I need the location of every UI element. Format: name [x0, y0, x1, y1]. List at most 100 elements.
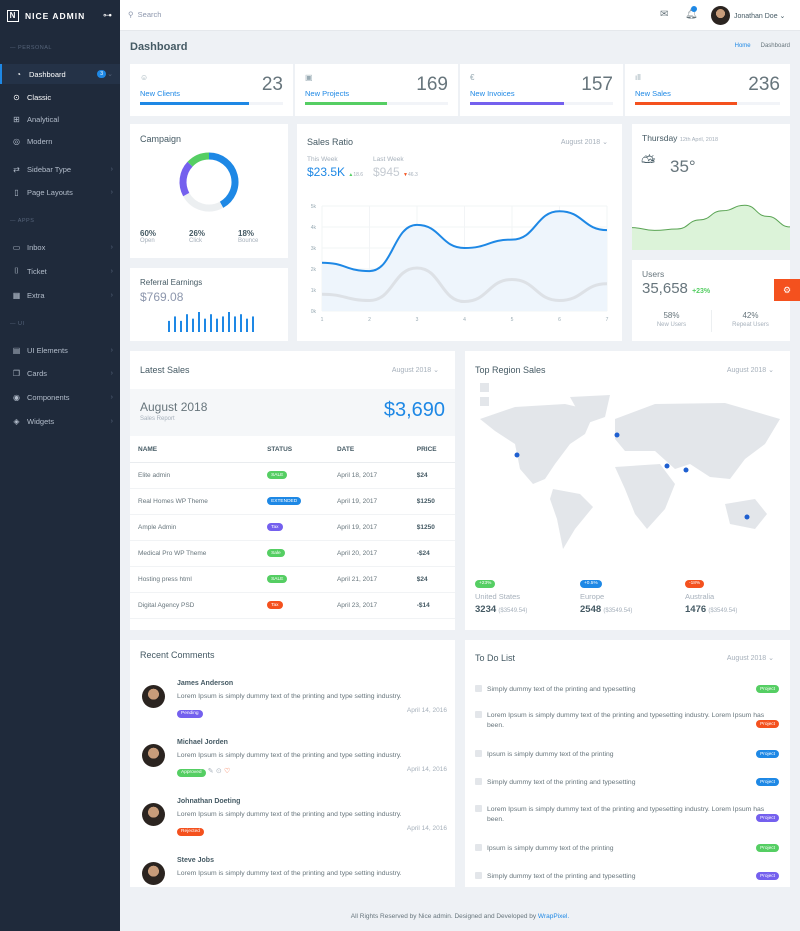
- new-users-label: New Users: [656, 322, 687, 328]
- todo-text: Ipsum is simply dummy text of the printi…: [487, 751, 614, 758]
- footer-link[interactable]: WrapPixel.: [537, 913, 570, 920]
- sidebar-item-label: Components: [27, 392, 70, 402]
- comment-item: Steve Jobs Lorem Ipsum is simply dummy te…: [130, 857, 455, 887]
- comment-text: Lorem Ipsum is simply dummy text of the …: [177, 811, 402, 818]
- mail-icon[interactable]: ✉: [660, 9, 669, 20]
- table-row: Hosting press html SALE April 21, 2017 $24: [130, 566, 455, 593]
- notification-badge: [691, 6, 697, 12]
- status-cell: SALE: [259, 566, 329, 593]
- region-change-badge: -18%: [685, 579, 705, 588]
- region-period-dropdown[interactable]: August 2018 ⌄: [726, 367, 774, 374]
- stat-card-new-sales: ıll New Sales 236: [625, 64, 790, 116]
- map-zoom-in-button[interactable]: [480, 383, 489, 392]
- todo-checkbox[interactable]: [475, 750, 482, 757]
- sales-ratio-card: Sales Ratio August 2018 ⌄ This Week $23.…: [297, 124, 622, 341]
- users-count-value: 35,658: [642, 280, 688, 297]
- todo-period-dropdown[interactable]: August 2018 ⌄: [726, 655, 774, 662]
- commenter-name[interactable]: Steve Jobs: [177, 857, 214, 864]
- edit-icon[interactable]: ✎: [207, 768, 214, 775]
- commenter-name[interactable]: Johnathan Doeting: [177, 798, 241, 805]
- stat-value: 23: [261, 74, 283, 95]
- region-change-badge: +0.5%: [580, 579, 602, 588]
- cards-icon: ❐: [12, 368, 21, 378]
- breadcrumb-current: Dashboard: [760, 43, 790, 49]
- commenter-name[interactable]: James Anderson: [177, 680, 234, 687]
- stat-value: 157: [581, 74, 613, 95]
- comment-date: April 14, 2016: [406, 766, 447, 773]
- sidebar-item-components[interactable]: ◉ Components ›: [0, 387, 120, 407]
- referral-bar: [246, 318, 248, 332]
- latest-sales-card: Latest Sales August 2018 ⌄ August 2018 S…: [130, 351, 455, 630]
- todo-item: Simply dummy text of the printing and ty…: [475, 778, 779, 798]
- status-badge: SALE: [267, 471, 288, 480]
- search-input[interactable]: ⚲ Search: [128, 10, 161, 19]
- europe-asia: [615, 403, 780, 479]
- sidebar-item-widgets[interactable]: ◈ Widgets ›: [0, 411, 120, 431]
- region-amount: ($3549.54): [498, 607, 528, 614]
- brand-logo[interactable]: N NICE ADMIN: [0, 0, 120, 31]
- sidebar-item-cards[interactable]: ❐ Cards ›: [0, 363, 120, 383]
- stat-progress: [635, 102, 780, 105]
- todo-checkbox[interactable]: [475, 685, 482, 692]
- chevron-right-icon: ›: [110, 417, 113, 425]
- down-arrow-icon: ▼: [403, 172, 408, 178]
- todo-checkbox[interactable]: [475, 778, 482, 785]
- stat-value: 236: [748, 74, 780, 95]
- referral-bar: [228, 312, 230, 332]
- commenter-name[interactable]: Michael Jorden: [177, 739, 228, 746]
- sidebar-item-label: Extra: [27, 290, 45, 300]
- map-marker: [744, 514, 750, 520]
- todo-checkbox[interactable]: [475, 711, 482, 718]
- settings-gear-button[interactable]: ⚙: [774, 279, 800, 301]
- users-count: 35,658 +23%: [642, 280, 710, 297]
- y-tick-label: 3k: [311, 246, 317, 252]
- sidebar-item-dashboard[interactable]: ◔ Dashboard 3 ⌄: [0, 64, 120, 84]
- table-row: Ample Admin Tax April 19, 2017 $1250: [130, 514, 455, 541]
- check-icon[interactable]: ⊙: [215, 768, 222, 775]
- map-zoom-out-button[interactable]: [480, 397, 489, 406]
- referral-bar: [174, 316, 176, 332]
- comment-date: April 14, 2016: [406, 707, 447, 714]
- heart-icon[interactable]: ♡: [224, 768, 231, 775]
- day-label: Thursday: [642, 133, 678, 143]
- sidebar-item-analytical[interactable]: ⊞ Analytical: [0, 109, 120, 129]
- users-title: Users: [642, 269, 665, 279]
- chevron-right-icon: ⌄: [107, 71, 113, 78]
- region-change-badge: +23%: [475, 579, 496, 588]
- todo-checkbox[interactable]: [475, 805, 482, 812]
- sales-ratio-period-dropdown[interactable]: August 2018 ⌄: [560, 139, 608, 146]
- sidebar-item-page-layouts[interactable]: ▯ Page Layouts ›: [0, 182, 120, 202]
- sidebar-item-ui-elements[interactable]: ▤ UI Elements ›: [0, 340, 120, 360]
- sidebar-item-sidebar-type[interactable]: ⇄ Sidebar Type ›: [0, 159, 120, 179]
- sidebar-item-extra[interactable]: ▦ Extra ›: [0, 285, 120, 305]
- period-label: August 2018: [391, 367, 432, 374]
- sidebar-item-classic[interactable]: ⊙ Classic: [0, 87, 120, 107]
- sidebar-item-label: Dashboard: [29, 69, 66, 79]
- referral-bar: [180, 320, 182, 332]
- sidebar-item-ticket[interactable]: ⌷ Ticket ›: [0, 261, 120, 281]
- breadcrumb-home[interactable]: Home: [734, 43, 751, 49]
- todo-checkbox[interactable]: [475, 844, 482, 851]
- sidebar-item-modern[interactable]: ◎ Modern: [0, 131, 120, 151]
- todo-checkbox[interactable]: [475, 872, 482, 879]
- column-header: NAME: [130, 437, 260, 463]
- status-cell: EXTENDED: [259, 488, 329, 515]
- summary-total: $3,690: [383, 399, 445, 421]
- key-icon[interactable]: ⊶: [103, 10, 112, 20]
- sidebar-item-label: Sidebar Type: [27, 164, 72, 174]
- region-amount: ($3549.54): [603, 607, 633, 614]
- circle-icon: ⊙: [13, 92, 20, 102]
- y-tick-label: 2k: [311, 267, 317, 273]
- this-week-label: This Week: [307, 156, 338, 163]
- latest-sales-period-dropdown[interactable]: August 2018 ⌄: [391, 367, 439, 374]
- campaign-metric: 60% Open: [140, 229, 156, 244]
- sidebar-item-label: UI Elements: [27, 345, 68, 355]
- bell-icon[interactable]: 🔔︎: [685, 9, 698, 20]
- status-cell: Sale: [259, 540, 329, 567]
- sale-date: April 20, 2017: [328, 540, 409, 567]
- user-avatar[interactable]: [711, 6, 730, 25]
- campaign-card: Campaign 60% Open 26% Click 18% Bounce: [130, 124, 288, 258]
- user-menu[interactable]: Jonathan Doe ⌄: [734, 13, 786, 20]
- sidebar-item-inbox[interactable]: ▭ Inbox ›: [0, 237, 120, 257]
- chevron-right-icon: ›: [110, 188, 113, 196]
